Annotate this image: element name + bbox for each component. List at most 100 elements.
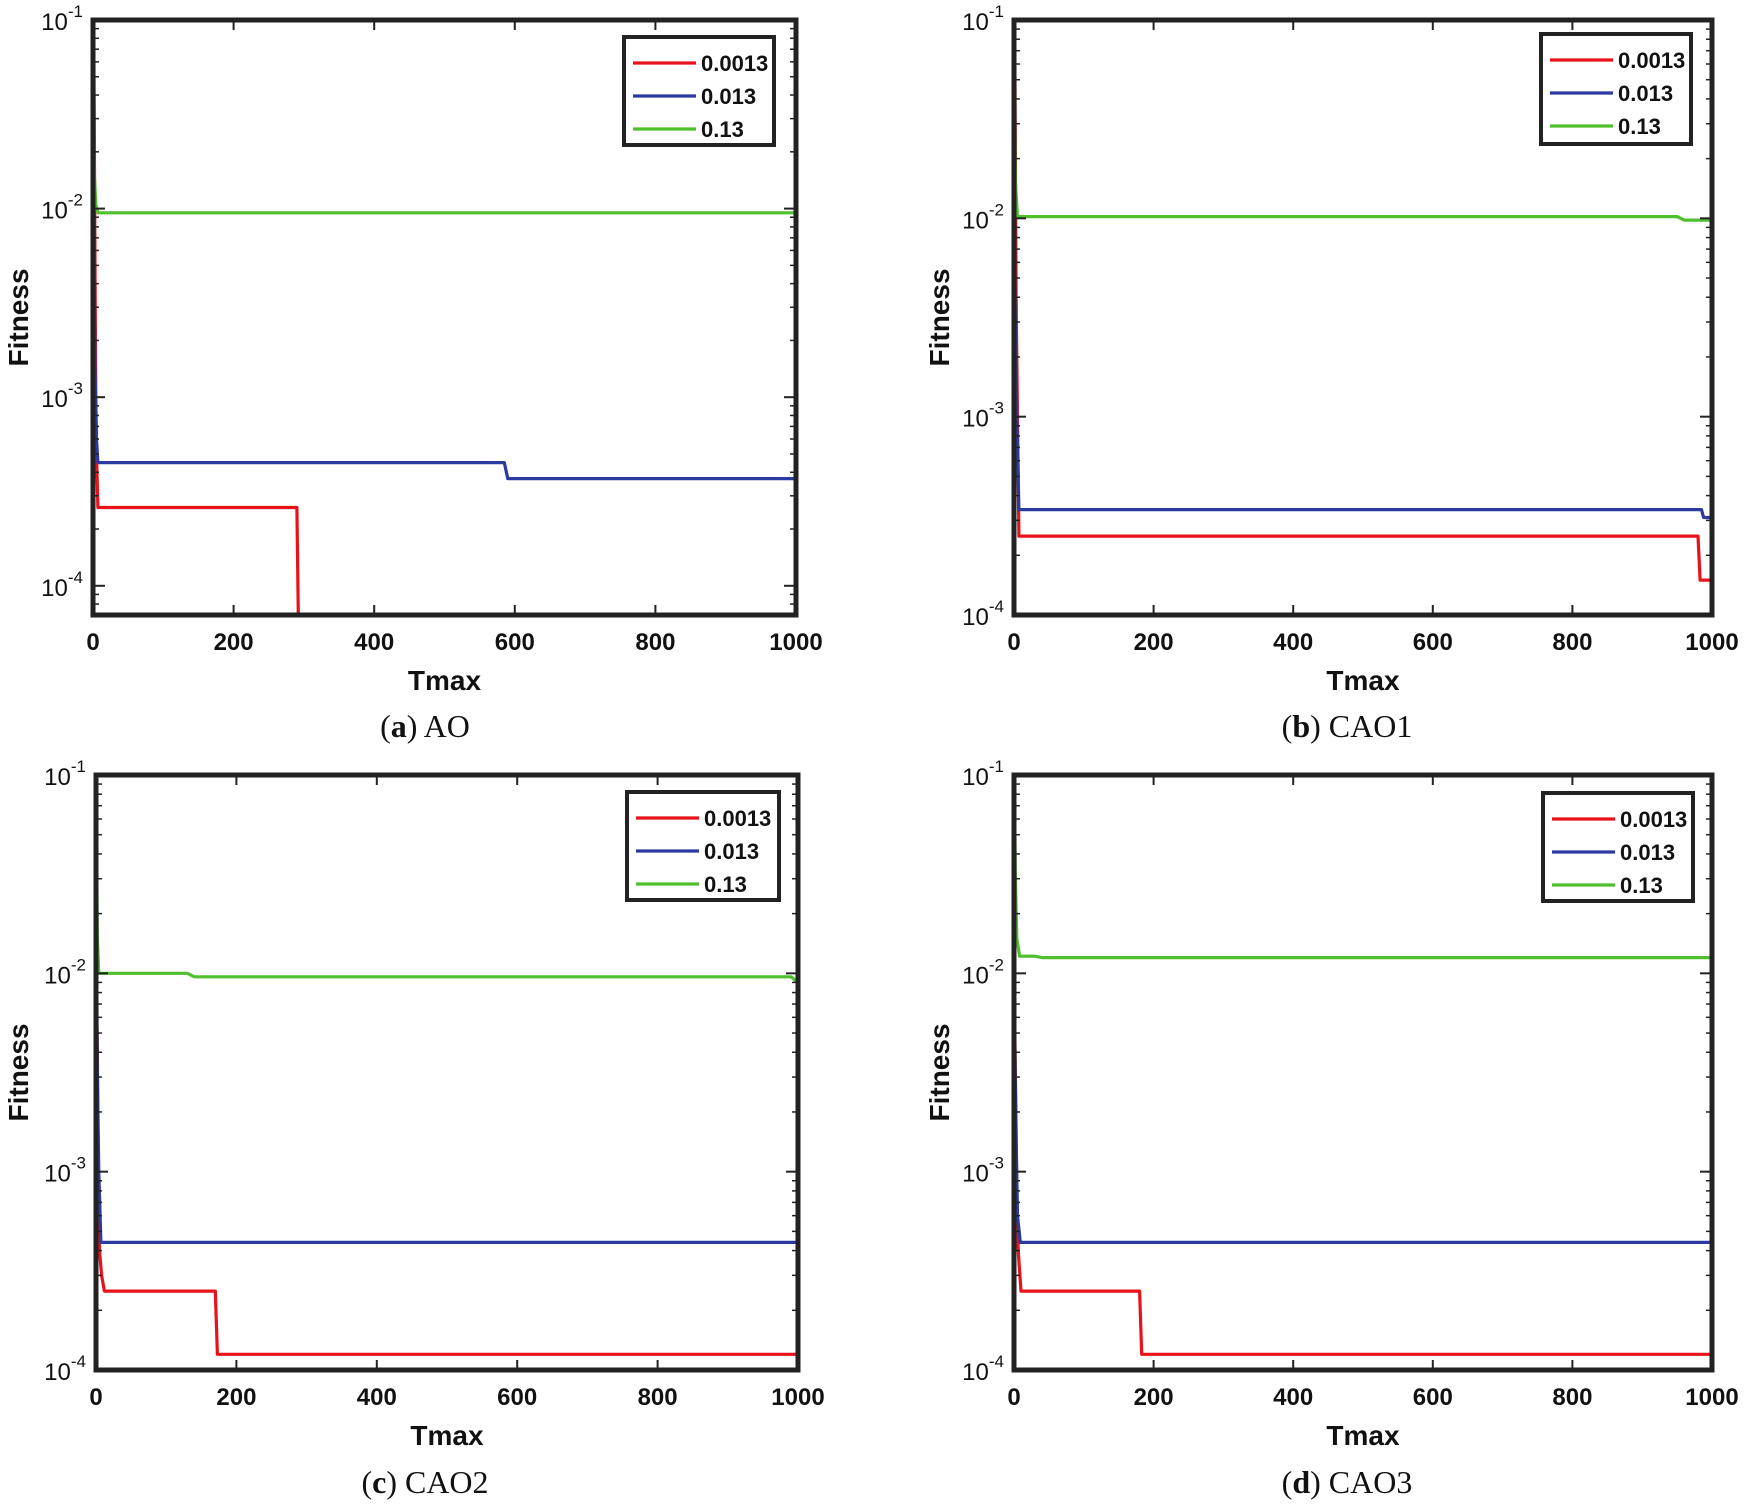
x-tick-label: 0 (86, 629, 99, 656)
y-tick-label: 10-3 (962, 1154, 1004, 1188)
y-tick-exponent: -3 (989, 399, 1004, 418)
legend: 0.0013 0.013 0.13 (1541, 791, 1695, 903)
y-tick-base: 10 (44, 1161, 71, 1188)
legend-entry-label: 0.013 (704, 839, 759, 864)
x-tick-label: 0 (1007, 1384, 1020, 1411)
y-tick-exponent: -2 (68, 191, 83, 210)
x-axis-label: Tmax (1326, 1420, 1400, 1451)
caption-close-paren: ) (407, 708, 424, 744)
legend-box (625, 790, 781, 902)
legend-entry-label: 0.0013 (1620, 807, 1687, 832)
x-axis-label: Tmax (1326, 665, 1400, 696)
caption-close-paren: ) (1310, 708, 1329, 744)
y-tick-exponent: -1 (71, 757, 86, 776)
axes-frame (93, 772, 801, 1373)
y-tick-base: 10 (962, 962, 989, 989)
panel-caption: (d) CAO3 (1282, 1464, 1413, 1500)
caption-close-paren: ) (386, 1464, 405, 1500)
y-tick-base: 10 (962, 764, 989, 791)
chart-panel-c: 0 200 400 600 800 100010-110-210-310-4TmaxFit… (3, 757, 825, 1500)
x-tick-label: 200 (1134, 629, 1174, 656)
y-tick-base: 10 (44, 962, 71, 989)
x-tick-label: 0 (89, 1384, 102, 1411)
legend-entry-label: 0.13 (1620, 873, 1663, 898)
chart-panel-a: 0 200 400 600 800 100010-110-210-310-4TmaxFit… (3, 2, 823, 744)
caption-name: CAO1 (1329, 708, 1413, 744)
caption-close-paren: ) (1310, 1464, 1329, 1500)
x-tick-label: 200 (214, 629, 254, 656)
legend: 0.0013 0.013 0.13 (622, 35, 776, 147)
y-tick-exponent: -4 (68, 568, 83, 587)
x-tick-label: 0 (1007, 629, 1020, 656)
legend-entry-label: 0.013 (1618, 81, 1673, 106)
legend: 0.0013 0.013 0.13 (1539, 32, 1693, 146)
caption-letter: b (1292, 708, 1310, 744)
y-tick-label: 10-2 (962, 955, 1004, 989)
y-tick-base: 10 (44, 764, 71, 791)
panel-caption: (b) CAO1 (1282, 708, 1413, 744)
y-tick-label: 10-1 (962, 757, 1004, 791)
legend-entry-label: 0.013 (1620, 840, 1675, 865)
y-tick-label: 10-4 (41, 568, 83, 602)
y-tick-base: 10 (962, 406, 989, 433)
x-tick-label: 800 (635, 629, 675, 656)
y-tick-base: 10 (962, 207, 989, 234)
x-tick-label: 800 (1552, 629, 1592, 656)
caption-name: AO (424, 708, 470, 744)
y-tick-base: 10 (41, 198, 68, 225)
y-axis-label: Fitness (924, 268, 955, 366)
y-tick-label: 10-3 (41, 379, 83, 413)
y-tick-label: 10-2 (962, 200, 1004, 234)
y-tick-label: 10-3 (962, 399, 1004, 433)
legend-entry-label: 0.013 (701, 84, 756, 109)
x-tick-label: 400 (1273, 629, 1313, 656)
legend-entry-label: 0.0013 (701, 51, 768, 76)
y-tick-exponent: -4 (989, 1352, 1004, 1371)
chart-panel-b: 0 200 400 600 800 100010-110-210-310-4TmaxFit… (924, 2, 1739, 744)
y-tick-base: 10 (962, 1359, 989, 1386)
y-tick-base: 10 (962, 9, 989, 36)
caption-letter: d (1292, 1464, 1310, 1500)
y-tick-label: 10-2 (41, 191, 83, 225)
x-tick-label: 200 (1134, 1384, 1174, 1411)
legend: 0.0013 0.013 0.13 (625, 790, 781, 902)
y-tick-exponent: -3 (68, 379, 83, 398)
y-tick-exponent: -4 (71, 1352, 86, 1371)
y-axis-label: Fitness (3, 268, 34, 366)
y-tick-label: 10-4 (962, 597, 1004, 631)
caption-open-paren: ( (361, 1464, 372, 1500)
y-tick-label: 10-1 (41, 2, 83, 36)
y-tick-base: 10 (41, 9, 68, 36)
caption-letter: a (391, 708, 407, 744)
y-axis-label: Fitness (924, 1023, 955, 1121)
y-tick-base: 10 (962, 1161, 989, 1188)
x-tick-label: 800 (638, 1384, 678, 1411)
legend-entry-label: 0.13 (701, 117, 744, 142)
y-tick-base: 10 (44, 1359, 71, 1386)
x-axis-label: Tmax (410, 1420, 484, 1451)
caption-open-paren: ( (1282, 708, 1293, 744)
caption-open-paren: ( (380, 708, 391, 744)
x-tick-label: 600 (1413, 629, 1453, 656)
axes-frame (1011, 772, 1715, 1373)
legend-entry-label: 0.13 (704, 872, 747, 897)
y-tick-label: 10-2 (44, 955, 86, 989)
y-tick-base: 10 (41, 386, 68, 413)
x-tick-label: 800 (1552, 1384, 1592, 1411)
x-tick-label: 600 (1413, 1384, 1453, 1411)
caption-open-paren: ( (1282, 1464, 1293, 1500)
y-tick-exponent: -1 (989, 2, 1004, 21)
x-tick-label: 1000 (1685, 1384, 1738, 1411)
x-tick-label: 400 (1273, 1384, 1313, 1411)
panel-caption: (a) AO (380, 708, 470, 744)
y-tick-label: 10-1 (962, 2, 1004, 36)
y-tick-exponent: -2 (989, 200, 1004, 219)
x-tick-label: 1000 (1685, 629, 1738, 656)
legend-entry-label: 0.13 (1618, 114, 1661, 139)
axes-frame (90, 17, 799, 618)
legend-entry-label: 0.0013 (1618, 48, 1685, 73)
caption-name: CAO3 (1329, 1464, 1413, 1500)
y-tick-base: 10 (41, 575, 68, 602)
legend-entry-label: 0.0013 (704, 806, 771, 831)
